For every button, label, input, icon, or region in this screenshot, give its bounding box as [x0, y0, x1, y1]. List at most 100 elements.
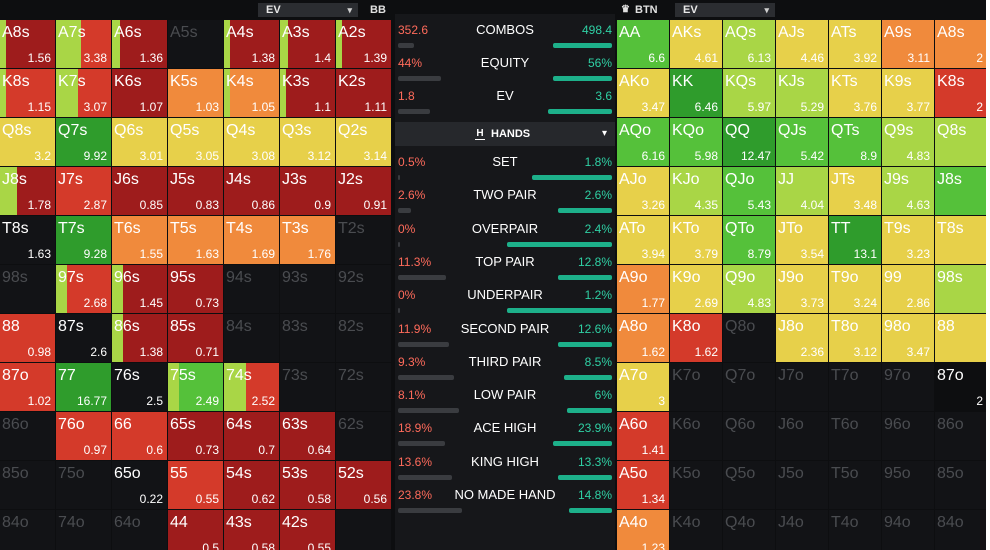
hand-cell[interactable]: J8s [935, 167, 986, 215]
hand-cell[interactable]: T5s 1.63 [168, 216, 223, 264]
hands-filter-dropdown[interactable]: H HANDS ▾ [395, 122, 615, 146]
hand-cell[interactable]: AKs 4.61 [670, 20, 722, 68]
hand-cell[interactable]: Q4o [723, 510, 775, 550]
hand-cell[interactable]: QQ 12.47 [723, 118, 775, 166]
hand-cell[interactable]: JJ 4.04 [776, 167, 828, 215]
hand-cell[interactable]: J9s 4.63 [882, 167, 934, 215]
hand-cell[interactable]: T4o [829, 510, 881, 550]
hand-cell[interactable]: AJs 4.46 [776, 20, 828, 68]
hand-cell[interactable]: J3s 0.9 [280, 167, 335, 215]
hand-cell[interactable]: KTo 3.79 [670, 216, 722, 264]
hand-cell[interactable]: T6o [829, 412, 881, 460]
hand-cell[interactable]: A5s [168, 20, 223, 68]
hand-cell[interactable]: 85o [935, 461, 986, 509]
hand-cell[interactable]: 65o 0.22 [112, 461, 167, 509]
hand-cell[interactable]: 88 0.98 [0, 314, 55, 362]
hand-cell[interactable]: 84s [224, 314, 279, 362]
hand-cell[interactable]: Q7s 9.92 [56, 118, 111, 166]
hand-cell[interactable]: Q8s [935, 118, 986, 166]
hand-cell[interactable]: 75s 2.49 [168, 363, 223, 411]
hand-cell[interactable]: K7s 3.07 [56, 69, 111, 117]
hand-cell[interactable]: KK 6.46 [670, 69, 722, 117]
hand-cell[interactable]: ATo 3.94 [617, 216, 669, 264]
hand-cell[interactable]: A8o 1.62 [617, 314, 669, 362]
hand-cell[interactable]: TT 13.1 [829, 216, 881, 264]
hand-cell[interactable]: 94s [224, 265, 279, 313]
hand-cell[interactable]: 86s 1.38 [112, 314, 167, 362]
hand-cell[interactable]: AQs 6.13 [723, 20, 775, 68]
hand-cell[interactable]: 88 [935, 314, 986, 362]
hand-cell[interactable]: A3s 1.4 [280, 20, 335, 68]
hand-cell[interactable]: A4o 1.23 [617, 510, 669, 550]
hand-cell[interactable]: K4o [670, 510, 722, 550]
hand-cell[interactable]: 74s 2.52 [224, 363, 279, 411]
hand-cell[interactable]: J6s 0.85 [112, 167, 167, 215]
hand-cell[interactable]: J4o [776, 510, 828, 550]
hand-cell[interactable]: T8o 3.12 [829, 314, 881, 362]
hand-cell[interactable]: T7s 9.28 [56, 216, 111, 264]
hand-cell[interactable]: Q5o [723, 461, 775, 509]
hand-cell[interactable]: JTs 3.48 [829, 167, 881, 215]
hand-cell[interactable]: QJs 5.42 [776, 118, 828, 166]
hand-cell[interactable]: 76s 2.5 [112, 363, 167, 411]
hand-cell[interactable]: 72s [336, 363, 391, 411]
hand-cell[interactable]: J8s 1.78 [0, 167, 55, 215]
hand-cell[interactable]: K5o [670, 461, 722, 509]
hand-cell[interactable]: T6s 1.55 [112, 216, 167, 264]
hand-cell[interactable]: 53s 0.58 [280, 461, 335, 509]
hand-cell[interactable]: T9o 3.24 [829, 265, 881, 313]
hand-cell[interactable]: T3s 1.76 [280, 216, 335, 264]
hand-cell[interactable]: 43s 0.58 [224, 510, 279, 550]
hand-cell[interactable]: K6s 1.07 [112, 69, 167, 117]
hand-cell[interactable]: 75o [56, 461, 111, 509]
hand-cell[interactable]: 82s [336, 314, 391, 362]
hand-cell[interactable]: 94o [882, 510, 934, 550]
hand-cell[interactable]: 95s 0.73 [168, 265, 223, 313]
hand-cell[interactable]: KTs 3.76 [829, 69, 881, 117]
hand-cell[interactable]: A8s 1.56 [0, 20, 55, 68]
hand-cell[interactable]: 98s [0, 265, 55, 313]
hand-cell[interactable]: KQo 5.98 [670, 118, 722, 166]
hand-cell[interactable]: A6o 1.41 [617, 412, 669, 460]
hand-cell[interactable]: Q4s 3.08 [224, 118, 279, 166]
hand-cell[interactable]: K7o [670, 363, 722, 411]
hand-cell[interactable]: 42s 0.55 [280, 510, 335, 550]
hand-cell[interactable]: 99 2.86 [882, 265, 934, 313]
hand-cell[interactable]: J5o [776, 461, 828, 509]
hand-cell[interactable]: K9o 2.69 [670, 265, 722, 313]
hand-cell[interactable]: 77 16.77 [56, 363, 111, 411]
hand-cell[interactable]: AQo 6.16 [617, 118, 669, 166]
hand-cell[interactable]: K5s 1.03 [168, 69, 223, 117]
hand-cell[interactable]: K8s 2 [935, 69, 986, 117]
hand-cell[interactable]: KJs 5.29 [776, 69, 828, 117]
hand-cell[interactable]: 96o [882, 412, 934, 460]
hand-cell[interactable]: 86o [935, 412, 986, 460]
hand-cell[interactable]: T9s 3.23 [882, 216, 934, 264]
hand-cell[interactable]: QTo 8.79 [723, 216, 775, 264]
hand-cell[interactable]: JTo 3.54 [776, 216, 828, 264]
hand-cell[interactable]: K8s 1.15 [0, 69, 55, 117]
hand-cell[interactable]: 95o [882, 461, 934, 509]
hand-cell[interactable]: J7s 2.87 [56, 167, 111, 215]
hand-cell[interactable]: 83s [280, 314, 335, 362]
hand-cell[interactable]: J6o [776, 412, 828, 460]
hand-cell[interactable]: 66 0.6 [112, 412, 167, 460]
hand-cell[interactable]: Q6s 3.01 [112, 118, 167, 166]
hand-cell[interactable]: 87o 2 [935, 363, 986, 411]
hand-cell[interactable]: 52s 0.56 [336, 461, 391, 509]
hand-cell[interactable]: 85o [0, 461, 55, 509]
hand-cell[interactable]: ATs 3.92 [829, 20, 881, 68]
hand-cell[interactable]: K3s 1.1 [280, 69, 335, 117]
hand-cell[interactable]: 64s 0.7 [224, 412, 279, 460]
hand-cell[interactable]: Q8s 3.2 [0, 118, 55, 166]
hand-cell[interactable]: Q9s 4.83 [882, 118, 934, 166]
hand-cell[interactable]: K8o 1.62 [670, 314, 722, 362]
hand-cell[interactable]: A9s 3.11 [882, 20, 934, 68]
hand-cell[interactable]: 86o [0, 412, 55, 460]
hand-cell[interactable]: T8s [935, 216, 986, 264]
hand-cell[interactable]: 96s 1.45 [112, 265, 167, 313]
hand-cell[interactable]: A6s 1.36 [112, 20, 167, 68]
hand-cell[interactable]: 76o 0.97 [56, 412, 111, 460]
hand-cell[interactable]: K9s 3.77 [882, 69, 934, 117]
hand-cell[interactable]: 62s [336, 412, 391, 460]
